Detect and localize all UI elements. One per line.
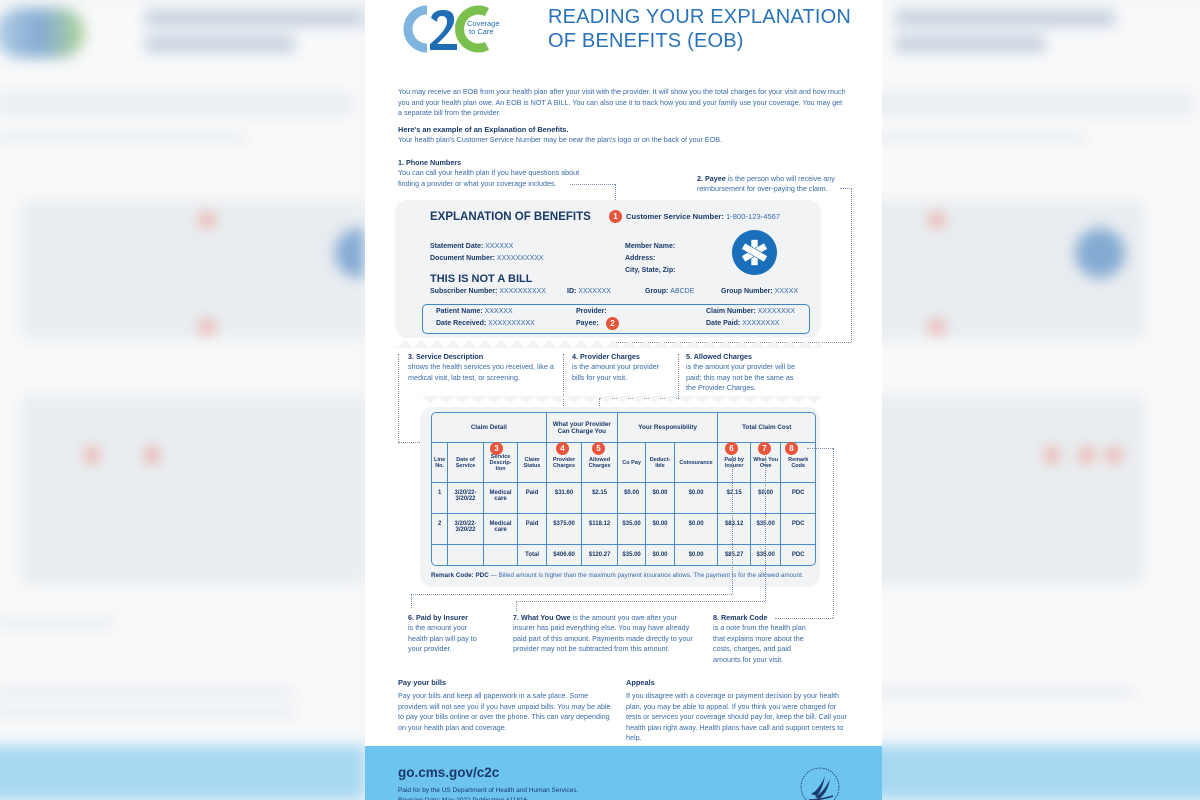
badge-6: 6	[725, 442, 738, 455]
leader-line	[563, 354, 564, 410]
col-claim-status: Claim Status	[518, 443, 547, 483]
leader-line	[833, 448, 834, 618]
address: Address:	[625, 255, 656, 262]
col-provider-charges: Provider Charges	[546, 443, 583, 483]
leader-line	[398, 354, 399, 442]
example-subtext: Your health plan's Customer Service Numb…	[398, 135, 723, 144]
appeals-text: If you disagree with a coverage or payme…	[626, 691, 847, 743]
claim-info-box	[422, 304, 810, 334]
blurred-background-left	[0, 0, 365, 800]
badge-8: 8	[785, 442, 798, 455]
patient-name: Patient Name: XXXXXX	[436, 308, 513, 315]
provider: Provider:	[576, 308, 607, 315]
header: Coverage to Care READING YOUR EXPLANATIO…	[365, 0, 882, 70]
leader-line	[615, 184, 616, 210]
badge-2: 2	[606, 317, 619, 330]
badge-7: 7	[758, 442, 771, 455]
leader-line	[411, 594, 732, 595]
table-row: 2 3/20/22- 3/20/22 Medical care Paid $37…	[432, 514, 815, 545]
col-line-no: Line No.	[432, 443, 449, 483]
col-allowed-charges: Allowed Charges	[582, 443, 618, 483]
col-copay: Co Pay	[617, 443, 647, 483]
badge-4: 4	[556, 442, 569, 455]
callout-phone-numbers: 1. Phone Numbers You can call your healt…	[398, 158, 580, 188]
eob-flyer-page: Coverage to Care READING YOUR EXPLANATIO…	[365, 0, 882, 800]
col-remark-code: Remark Code	[781, 443, 815, 483]
leader-line	[851, 188, 852, 342]
payee: Payee:	[576, 320, 599, 327]
leader-line	[678, 354, 679, 398]
claim-number: Claim Number: XXXXXXXX	[706, 308, 796, 315]
leader-line	[516, 601, 765, 602]
callout-provider-charges: 4. Provider Charges is the amount your p…	[572, 352, 660, 382]
subscriber-number: Subscriber Number: XXXXXXXXXX	[430, 288, 546, 295]
group-provider-charge: What your Provider Can Charge You	[546, 413, 618, 443]
date-paid: Date Paid: XXXXXXXX	[706, 320, 780, 327]
col-service-description: Service Descrip-tion	[483, 443, 519, 483]
star-of-life-icon	[732, 230, 777, 275]
group-claim-detail: Claim Detail	[432, 413, 547, 443]
callout-payee: 2. Payee is the person who will receive …	[697, 174, 835, 194]
statement-date: Statement Date: XXXXXX	[430, 243, 514, 250]
city-state-zip: City, State, Zip:	[625, 267, 676, 274]
pay-bills-text: Pay your bills and keep all paperwork in…	[398, 691, 611, 732]
footer: go.cms.gov/c2c Paid for by the US Depart…	[365, 746, 882, 800]
date-received: Date Received: XXXXXXXXXX	[436, 320, 535, 327]
not-a-bill-heading: THIS IS NOT A BILL	[430, 273, 533, 285]
cms-url-link[interactable]: go.cms.gov/c2c	[398, 765, 500, 780]
c2c-logo-icon: Coverage to Care	[403, 5, 500, 53]
member-id: ID: XXXXXXX	[567, 288, 611, 295]
svg-text:to Care: to Care	[469, 27, 494, 36]
table-row: 1 3/20/22- 3/20/22 Medical care Paid $31…	[432, 483, 815, 514]
claims-table: Claim Detail What your Provider Can Char…	[431, 412, 816, 566]
leader-line	[411, 594, 412, 608]
leader-line	[807, 448, 833, 449]
table-total-row: Total $406.60 $120.27 $35.00 $0.00 $0.00…	[432, 545, 815, 565]
col-paid-by-insurer: Paid by Insurer	[718, 443, 751, 483]
remark-code-note: Remark Code: PDC — Billed amount is high…	[431, 572, 804, 579]
page-title: READING YOUR EXPLANATION OF BENEFITS (EO…	[548, 6, 852, 52]
paid-by-text: Paid for by the US Department of Health …	[398, 787, 579, 794]
badge-1: 1	[609, 210, 622, 223]
customer-service-number: Customer Service Number: 1-800-123-4567	[626, 212, 781, 221]
document-number: Document Number: XXXXXXXXXX	[430, 255, 544, 262]
callout-allowed-charges: 5. Allowed Charges is the amount your pr…	[686, 352, 796, 393]
leader-line	[516, 601, 517, 611]
callout-what-you-owe: 7. What You Owe is the amount you owe af…	[513, 613, 693, 654]
callout-paid-by-insurer: 6. Paid by Insurer is the amount your he…	[408, 613, 477, 654]
col-deductible: Deduct-ible	[646, 443, 675, 483]
group: Group: ABCDE	[645, 288, 695, 295]
group-your-responsibility: Your Responsibility	[617, 413, 719, 443]
appeals-heading: Appeals	[626, 678, 655, 687]
col-date-of-service: Date of Service	[448, 443, 484, 483]
group-number: Group Number: XXXXX	[721, 288, 799, 295]
blurred-background-right	[835, 0, 1200, 800]
leader-line	[732, 456, 733, 594]
leader-line	[775, 618, 833, 619]
svg-text:Coverage: Coverage	[467, 19, 500, 28]
eob-title: EXPLANATION OF BENEFITS	[430, 211, 591, 223]
badge-5: 5	[592, 442, 605, 455]
group-total-claim-cost: Total Claim Cost	[718, 413, 815, 443]
intro-paragraph: You may receive an EOB from your health …	[398, 87, 846, 118]
claims-card	[420, 407, 820, 587]
leader-line	[840, 188, 852, 189]
example-heading: Here's an example of an Explanation of B…	[398, 125, 569, 134]
badge-3: 3	[490, 442, 503, 455]
leader-line	[570, 184, 615, 185]
member-name: Member Name:	[625, 243, 676, 250]
revision-text: Revision Date: May 2022 Publication #118…	[398, 797, 527, 800]
callout-service-description: 3. Service Description shows the health …	[408, 352, 554, 382]
col-coinsurance: Coinsurance	[674, 443, 719, 483]
leader-line	[765, 456, 766, 601]
pay-bills-heading: Pay your bills	[398, 678, 447, 687]
callout-remark-code: 8. Remark Code is a note from the health…	[713, 613, 806, 664]
hhs-seal-icon	[800, 767, 840, 800]
